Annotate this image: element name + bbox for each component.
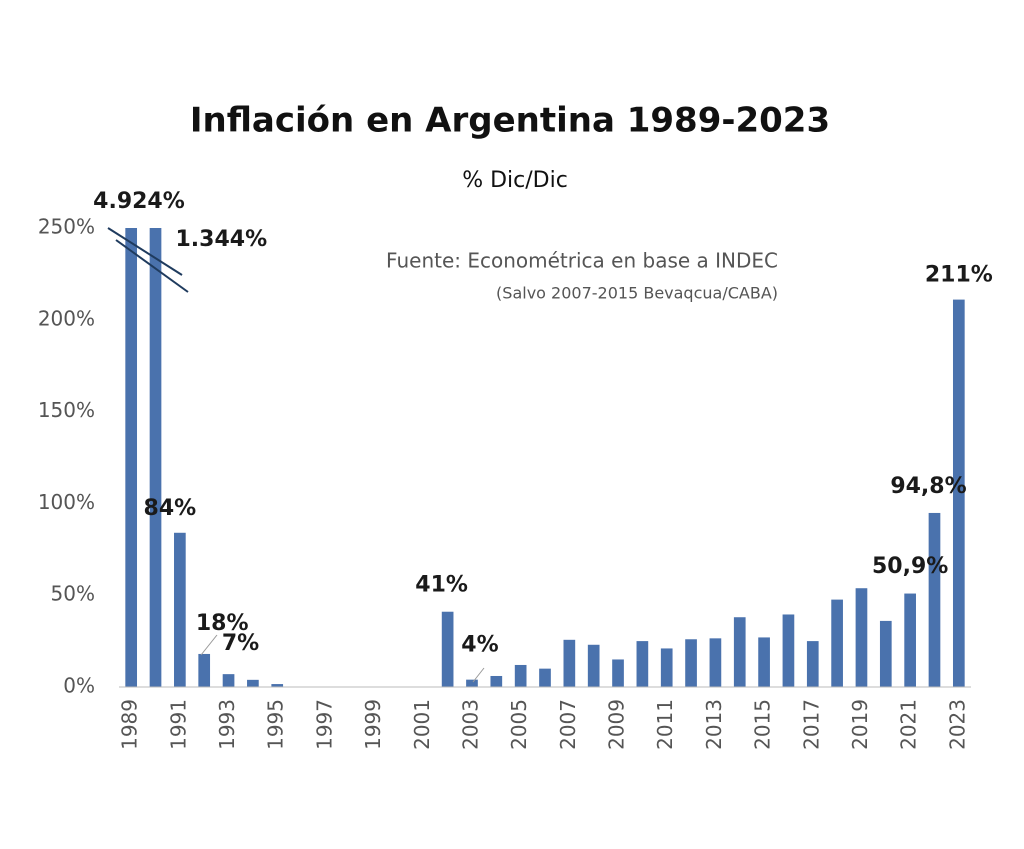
x-tick-label: 2017 bbox=[799, 699, 823, 750]
bar bbox=[174, 532, 186, 687]
bar bbox=[587, 644, 600, 687]
value-label: 7% bbox=[222, 631, 259, 656]
bar bbox=[125, 228, 138, 687]
x-tick-label: 2021 bbox=[897, 699, 921, 750]
bar bbox=[879, 620, 892, 687]
source-note: Fuente: Econométrica en base a INDEC bbox=[386, 249, 778, 273]
x-tick-label: 2023 bbox=[945, 699, 969, 750]
x-tick-label: 1999 bbox=[361, 699, 385, 750]
bar bbox=[758, 637, 770, 687]
bar bbox=[855, 588, 868, 687]
bar bbox=[733, 617, 746, 687]
bar bbox=[149, 228, 162, 687]
y-tick-label: 250% bbox=[38, 215, 95, 239]
bar bbox=[904, 593, 916, 687]
x-tick-label: 2003 bbox=[458, 699, 482, 750]
bar bbox=[514, 664, 527, 687]
bar bbox=[709, 638, 722, 687]
x-tick-label: 1991 bbox=[166, 699, 190, 750]
chart-title: Inflación en Argentina 1989-2023 bbox=[190, 101, 830, 141]
bar bbox=[636, 641, 649, 687]
bar bbox=[928, 512, 941, 687]
x-tick-label: 1997 bbox=[312, 699, 336, 750]
source-note: (Salvo 2007-2015 Bevaqcua/CABA) bbox=[496, 284, 778, 303]
value-label: 50,9% bbox=[872, 554, 948, 579]
bar bbox=[806, 641, 819, 687]
bar bbox=[831, 599, 843, 687]
x-tick-label: 2007 bbox=[556, 699, 580, 750]
value-label: 41% bbox=[415, 573, 468, 598]
x-tick-label: 2009 bbox=[605, 699, 629, 750]
x-tick-label: 2013 bbox=[702, 699, 726, 750]
y-tick-label: 100% bbox=[38, 490, 95, 514]
y-tick-label: 200% bbox=[38, 306, 95, 330]
value-label: 94,8% bbox=[890, 474, 966, 499]
value-label: 4.924% bbox=[93, 189, 185, 214]
bar bbox=[198, 653, 211, 687]
bar bbox=[222, 674, 235, 687]
leader-line bbox=[200, 634, 218, 656]
x-tick-label: 2019 bbox=[848, 699, 872, 750]
x-tick-label: 2011 bbox=[653, 699, 677, 750]
bar bbox=[685, 639, 697, 687]
x-tick-label: 1989 bbox=[118, 699, 142, 750]
y-tick-label: 0% bbox=[63, 674, 95, 698]
x-tick-label: 1995 bbox=[264, 699, 288, 750]
bar bbox=[952, 299, 965, 687]
x-tick-label: 2015 bbox=[751, 699, 775, 750]
bar bbox=[782, 614, 795, 687]
bars bbox=[125, 228, 965, 687]
bar bbox=[660, 648, 673, 687]
x-tick-label: 1993 bbox=[215, 699, 239, 750]
bar bbox=[563, 639, 576, 687]
y-tick-label: 150% bbox=[38, 398, 95, 422]
bar bbox=[612, 659, 624, 687]
axis-break bbox=[107, 227, 183, 276]
bar bbox=[271, 684, 284, 687]
axis-break bbox=[115, 239, 189, 293]
bar bbox=[490, 675, 503, 687]
x-tick-label: 2005 bbox=[507, 699, 531, 750]
x-tick-label: 2001 bbox=[410, 699, 434, 750]
value-label: 18% bbox=[196, 611, 249, 636]
value-label: 84% bbox=[144, 496, 197, 521]
bar bbox=[247, 679, 259, 687]
bar bbox=[441, 611, 454, 687]
bar bbox=[466, 679, 478, 687]
value-label: 1.344% bbox=[176, 227, 268, 252]
value-label: 4% bbox=[461, 633, 498, 658]
chart-subtitle: % Dic/Dic bbox=[462, 168, 568, 193]
bar bbox=[539, 668, 551, 687]
value-label: 211% bbox=[925, 263, 993, 288]
leader-line bbox=[472, 667, 485, 683]
y-tick-label: 50% bbox=[51, 582, 95, 606]
